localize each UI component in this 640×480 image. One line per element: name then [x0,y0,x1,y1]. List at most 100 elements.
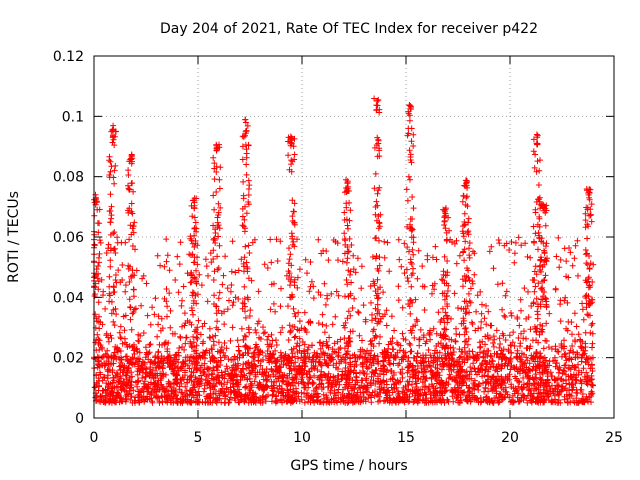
data-point [189,292,196,299]
data-point [126,296,133,303]
data-point [532,364,539,371]
data-point [489,358,496,365]
data-point [198,376,205,383]
data-point [311,349,318,356]
data-point [152,295,159,302]
data-point [164,392,171,399]
data-point [261,261,268,268]
data-point [544,373,551,380]
data-point [272,393,279,400]
data-point [142,365,149,372]
data-point [542,272,549,279]
data-point [587,212,594,219]
data-point [222,253,229,260]
data-point [155,348,162,355]
data-point [584,250,590,257]
data-point [215,295,222,302]
data-point [355,399,362,406]
data-point [190,300,197,307]
data-point [123,395,130,402]
data-point [190,382,197,389]
data-point [314,397,321,404]
data-point [155,313,162,320]
data-point [95,278,102,285]
data-point [577,386,584,393]
data-point [255,318,262,325]
data-point [538,296,545,303]
data-point [129,243,136,249]
data-point [413,353,420,360]
data-point [386,268,393,275]
data-point [273,236,280,243]
data-point [332,313,339,320]
data-point [269,351,276,358]
data-point [287,328,294,335]
data-point [541,383,548,390]
data-point [234,354,241,361]
data-point [460,315,467,322]
data-point [172,389,179,396]
data-point [543,338,550,344]
data-point [507,342,514,349]
data-point [406,112,413,119]
data-point [460,306,467,313]
data-point [108,203,115,210]
data-point [358,285,365,292]
data-point [406,340,413,347]
data-point [129,210,136,217]
data-point [345,390,352,397]
data-point [381,366,388,372]
data-point [292,374,299,381]
data-point [103,397,110,404]
data-point [253,329,260,336]
data-point [114,348,121,355]
data-point [566,387,572,394]
data-point [157,262,164,269]
data-point [210,247,217,254]
data-point [397,342,404,349]
data-point [435,340,442,347]
data-point [193,326,200,333]
data-point [334,379,341,385]
data-point [214,145,221,152]
data-point [588,218,595,225]
data-point [551,376,558,383]
data-point [286,256,293,263]
data-point [374,276,381,283]
data-point [543,258,550,265]
data-point [561,337,567,344]
data-point [589,344,595,351]
data-point [298,354,305,361]
data-point [408,227,415,234]
data-point [409,194,416,200]
data-point [243,365,250,372]
data-point [410,131,417,138]
data-point [447,344,454,351]
data-point [555,382,562,389]
data-point [336,360,343,367]
data-point [384,349,391,356]
data-point [125,167,132,174]
data-point [368,299,374,306]
data-point [563,258,570,265]
data-point [213,163,220,170]
data-point [308,395,315,402]
data-point [191,254,198,261]
data-point [212,383,218,390]
data-point [532,398,539,405]
data-point [528,390,535,397]
data-point [362,398,369,405]
data-point [508,362,515,369]
data-point [412,296,419,303]
data-point [210,192,217,199]
data-point [429,371,436,378]
data-point [474,292,481,299]
data-point [360,368,367,374]
data-point [460,283,466,290]
data-point [452,377,459,384]
data-point [374,97,381,104]
data-point [540,345,547,352]
data-point [512,373,518,380]
data-point [215,233,222,240]
data-point [319,321,326,328]
